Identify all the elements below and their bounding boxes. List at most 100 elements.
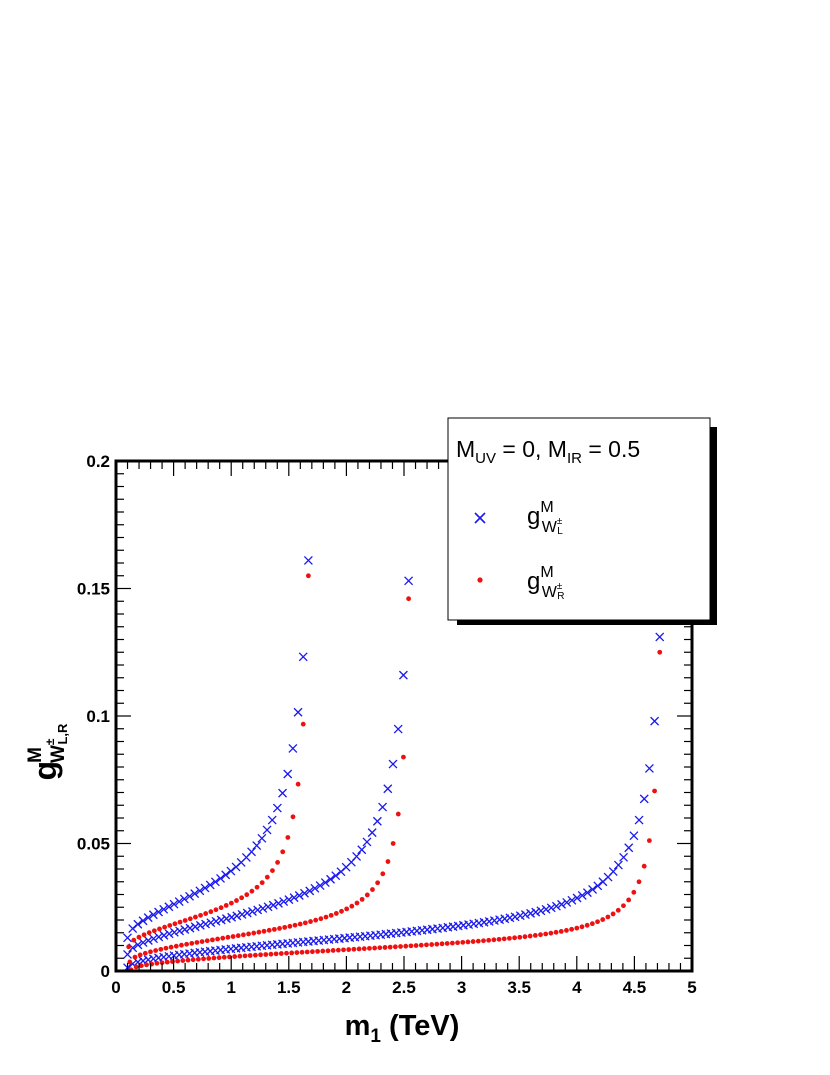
data-point-dot bbox=[408, 943, 414, 949]
data-point-dot bbox=[346, 947, 352, 952]
data-point-dot bbox=[439, 941, 445, 947]
data-point-x bbox=[284, 895, 294, 905]
data-point-dot bbox=[136, 934, 142, 940]
data-point-dot bbox=[434, 941, 440, 947]
data-point-dot bbox=[241, 932, 246, 938]
data-point-dot bbox=[126, 944, 132, 950]
data-point-dot bbox=[237, 953, 243, 959]
data-point-dot bbox=[275, 859, 280, 865]
data-point-dot bbox=[256, 929, 262, 935]
data-point-dot bbox=[318, 916, 324, 922]
data-point-x bbox=[331, 871, 341, 881]
data-point-dot bbox=[213, 907, 219, 913]
data-point-dot bbox=[395, 811, 401, 817]
data-point-dot bbox=[137, 952, 143, 958]
data-point-x bbox=[536, 906, 546, 916]
data-point-dot bbox=[148, 949, 153, 955]
y-tick-label: 0.05 bbox=[77, 835, 110, 854]
x-tick-label: 2 bbox=[342, 978, 351, 997]
data-point-x bbox=[378, 802, 388, 812]
x-axis-title: m1 (TeV) bbox=[345, 1010, 460, 1047]
data-point-dot bbox=[605, 914, 611, 920]
data-point-dot bbox=[280, 849, 286, 855]
data-point-dot bbox=[182, 918, 188, 923]
data-point-dot bbox=[261, 928, 267, 934]
data-point-x bbox=[154, 932, 164, 942]
data-point-dot bbox=[193, 914, 198, 920]
data-point-dot bbox=[249, 888, 255, 894]
data-point-x bbox=[169, 899, 179, 909]
data-point-x bbox=[383, 784, 393, 794]
x-tick-label: 5 bbox=[687, 978, 696, 997]
data-point-dot bbox=[167, 923, 173, 928]
x-tick-label: 1.5 bbox=[277, 978, 301, 997]
data-point-dot bbox=[234, 898, 239, 903]
data-point-dot bbox=[287, 923, 293, 929]
data-point-x bbox=[133, 940, 143, 950]
x-tick-label: 2.5 bbox=[392, 978, 416, 997]
data-point-dot bbox=[127, 959, 133, 965]
data-point-dot bbox=[351, 946, 357, 952]
data-point-dot bbox=[512, 935, 517, 941]
data-point-x bbox=[300, 888, 309, 898]
data-point-dot bbox=[278, 951, 284, 956]
data-point-x bbox=[520, 910, 530, 920]
data-point-dot bbox=[289, 950, 295, 956]
data-point-dot bbox=[403, 943, 409, 949]
data-point-dot bbox=[356, 946, 362, 952]
data-point-dot bbox=[465, 939, 471, 945]
data-point-x bbox=[650, 716, 660, 726]
data-point-x bbox=[267, 815, 277, 825]
legend-marker-dot-icon bbox=[477, 577, 483, 583]
data-point-x bbox=[123, 933, 132, 943]
data-point-dot bbox=[154, 960, 160, 966]
data-point-dot bbox=[325, 948, 331, 954]
data-point-x bbox=[613, 860, 623, 870]
data-point-x bbox=[252, 841, 262, 851]
data-point-dot bbox=[584, 922, 590, 928]
data-point-dot bbox=[558, 929, 564, 934]
data-point-x bbox=[195, 886, 205, 896]
data-point-dot bbox=[203, 911, 209, 916]
data-point-x bbox=[257, 833, 267, 843]
x-tick-label: 0 bbox=[111, 978, 120, 997]
data-point-x bbox=[143, 936, 153, 945]
data-point-dot bbox=[553, 929, 559, 935]
data-point-dot bbox=[270, 868, 275, 874]
data-point-x bbox=[242, 908, 252, 918]
x-tick-label: 3 bbox=[457, 978, 466, 997]
data-point-dot bbox=[173, 943, 179, 949]
data-point-x bbox=[515, 911, 525, 921]
data-point-dot bbox=[387, 944, 393, 950]
data-point-dot bbox=[610, 911, 616, 917]
data-point-dot bbox=[180, 958, 186, 964]
data-point-dot bbox=[475, 938, 481, 944]
data-point-x bbox=[216, 873, 225, 883]
data-point-dot bbox=[210, 937, 215, 943]
data-point-dot bbox=[361, 946, 367, 952]
data-point-dot bbox=[204, 938, 210, 944]
data-point-dot bbox=[268, 951, 274, 957]
data-point-x bbox=[315, 881, 325, 890]
data-point-x bbox=[293, 707, 303, 717]
data-point-x bbox=[138, 938, 148, 947]
legend-entry-right: gM W± R bbox=[477, 564, 565, 602]
y-tick-label: 0.15 bbox=[77, 580, 110, 599]
data-point-x bbox=[398, 670, 408, 680]
data-point-dot bbox=[496, 936, 502, 942]
data-point-dot bbox=[424, 942, 429, 948]
data-point-x bbox=[531, 907, 541, 917]
data-point-dot bbox=[292, 922, 298, 928]
data-point-x bbox=[644, 764, 654, 773]
data-point-x bbox=[326, 874, 335, 884]
data-point-dot bbox=[501, 936, 507, 942]
data-point-x bbox=[237, 909, 247, 919]
data-point-dot bbox=[215, 936, 220, 942]
legend-header: MUV = 0, MIR = 0.5 bbox=[456, 436, 640, 467]
data-point-x bbox=[263, 902, 273, 912]
data-point-x bbox=[367, 828, 377, 838]
data-point-dot bbox=[367, 945, 372, 951]
data-point-dot bbox=[189, 940, 195, 946]
data-point-x bbox=[655, 632, 665, 642]
y-tick-label: 0 bbox=[101, 962, 110, 981]
